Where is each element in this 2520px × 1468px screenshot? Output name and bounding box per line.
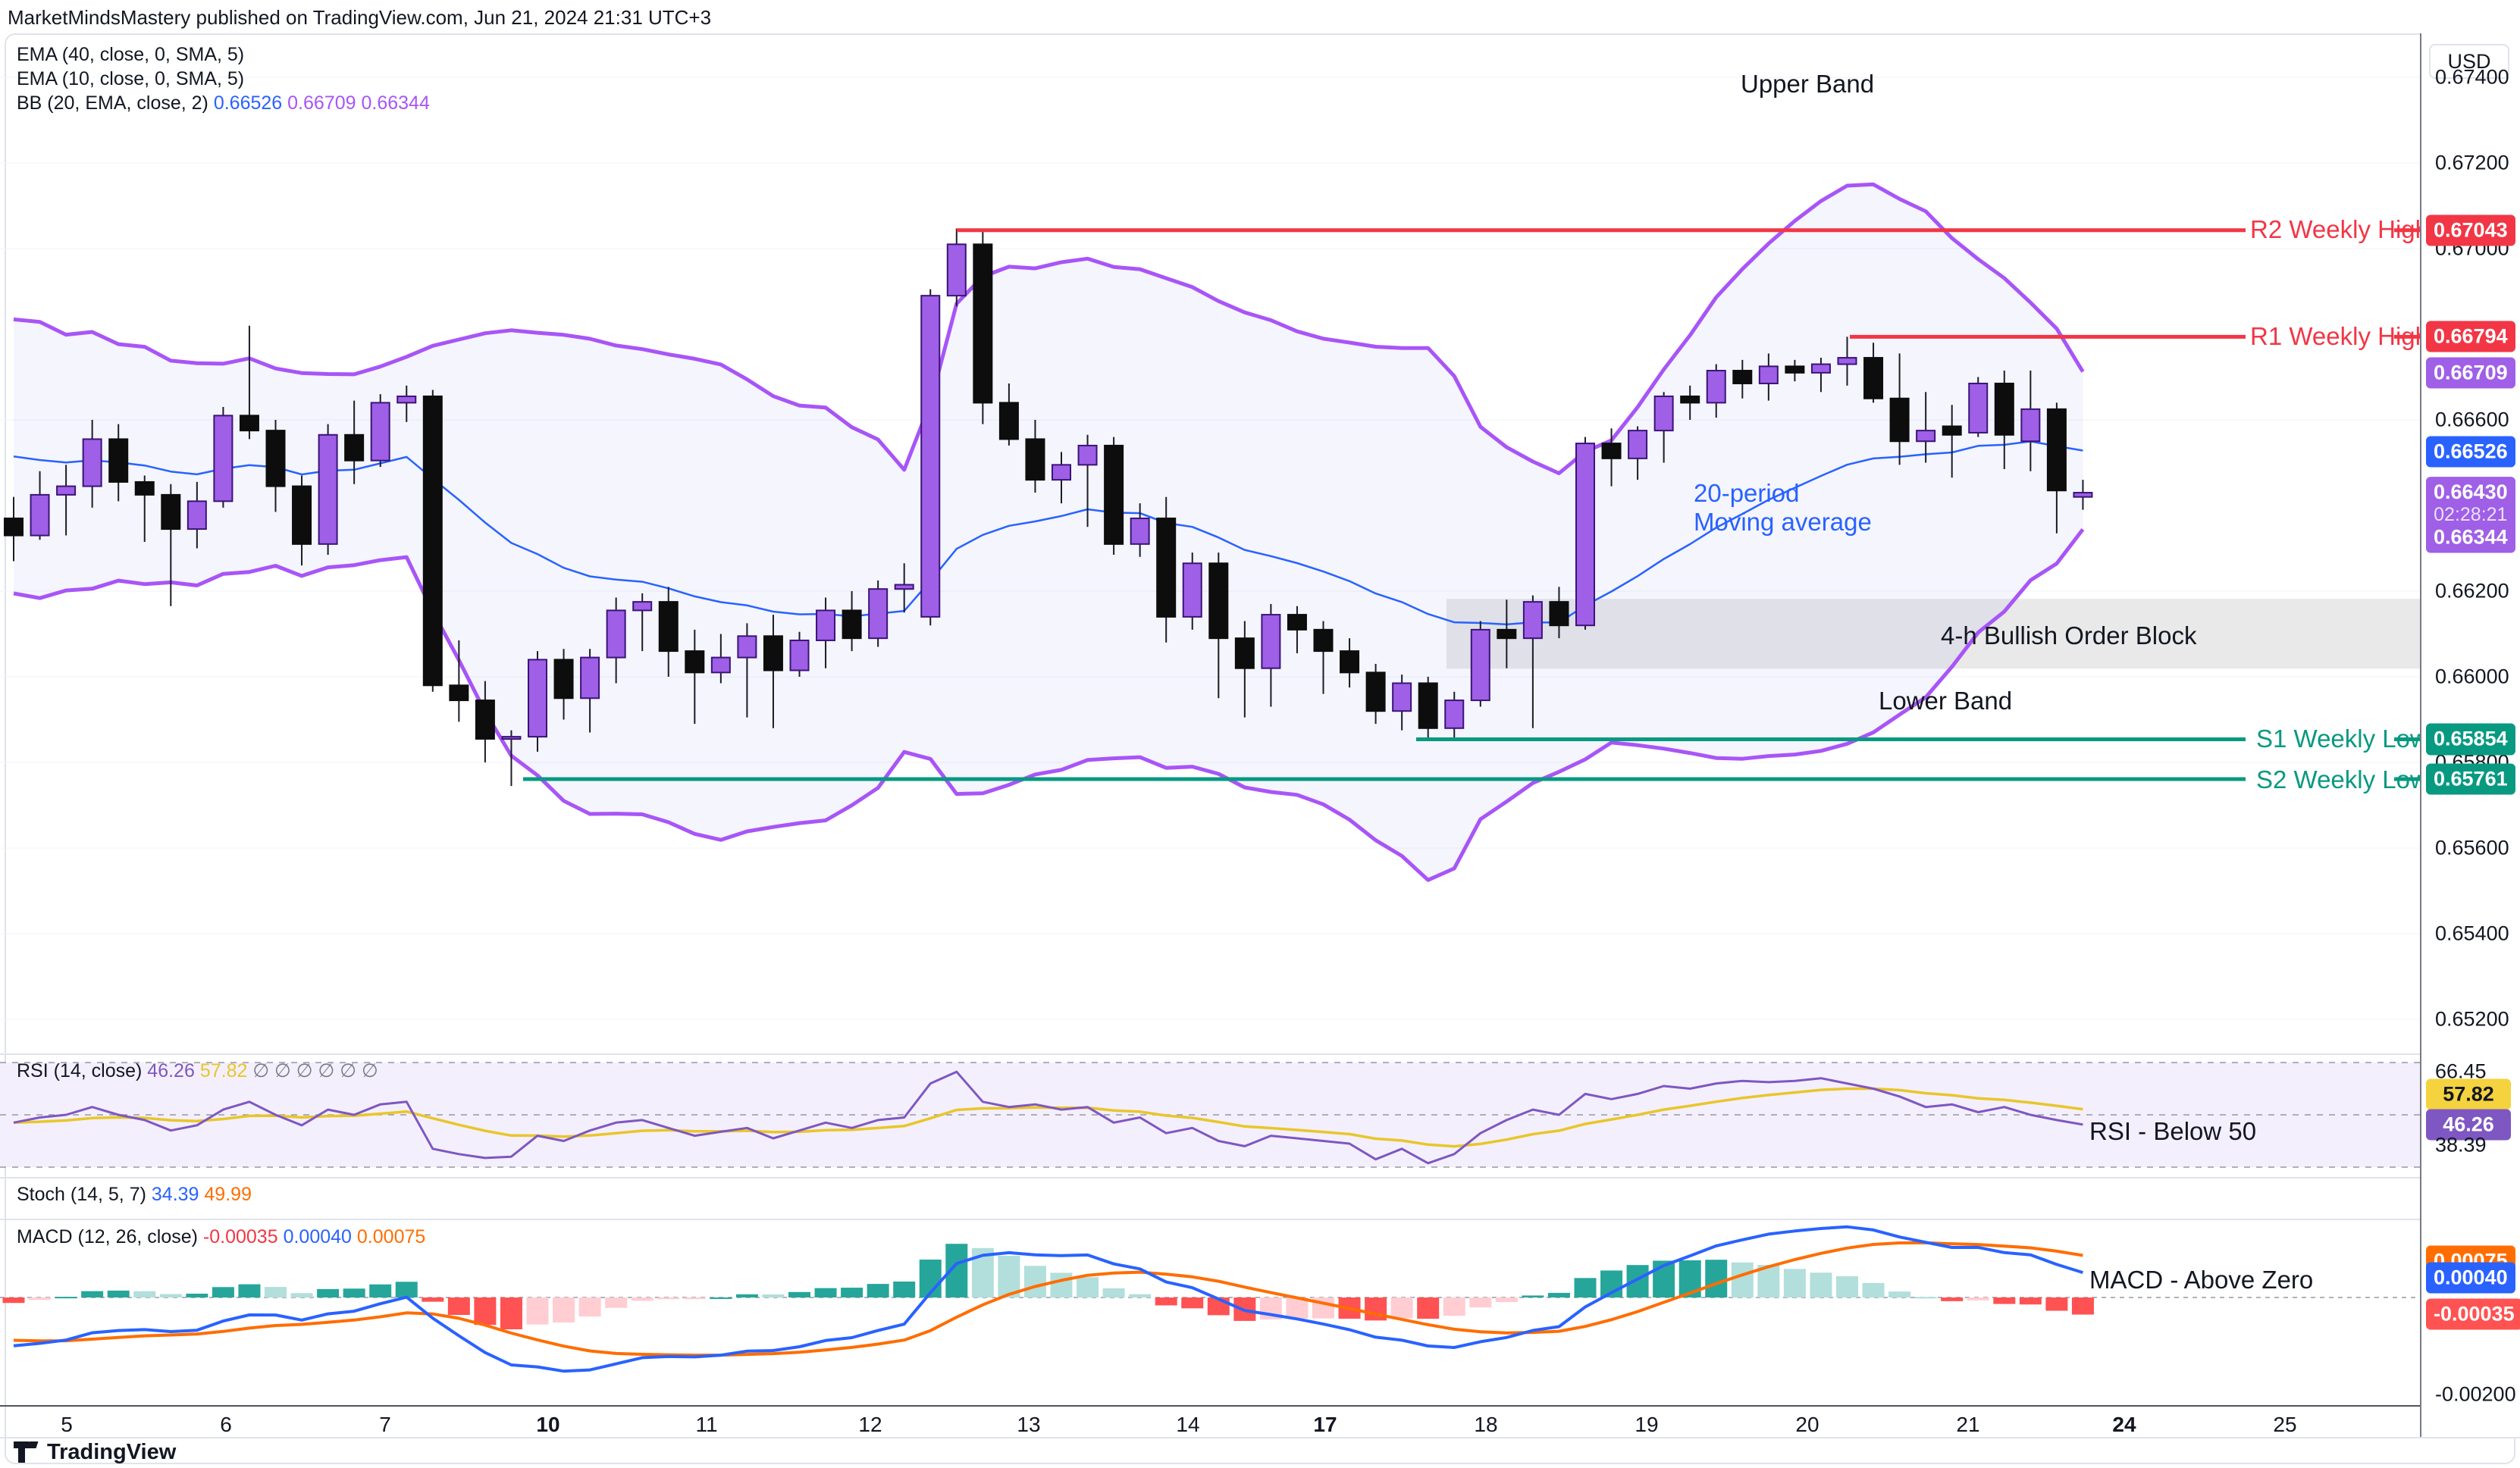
bb-lower-badge: 0.66344 (2426, 521, 2515, 553)
macd-tick: -0.00200 (2435, 1382, 2516, 1406)
publication-header: MarketMindsMastery published on TradingV… (8, 6, 712, 29)
time-label-7[interactable]: 7 (379, 1413, 391, 1436)
bb-lower-value: 0.66344 (361, 92, 430, 114)
stoch-d-value: 49.99 (204, 1184, 252, 1205)
stoch-k-value: 34.39 (151, 1184, 199, 1205)
rsi-value: 46.26 (147, 1060, 195, 1081)
rsi-ma-badge: 57.82 (2426, 1078, 2511, 1110)
time-label-21[interactable]: 21 (1956, 1413, 1980, 1436)
price-tick: 0.65400 (2435, 922, 2509, 945)
bb-label: BB (20, EMA, close, 2) (17, 92, 208, 114)
time-label-14[interactable]: 14 (1176, 1413, 1200, 1436)
time-label-13[interactable]: 13 (1017, 1413, 1041, 1436)
upper-band-label: Upper Band (1741, 70, 1875, 98)
s2-label: S2 Weekly Low (2256, 765, 2428, 793)
s1-label: S1 Weekly Low (2256, 725, 2428, 753)
order-block-label: 4-h Bullish Order Block (1941, 621, 2197, 649)
time-label-12[interactable]: 12 (858, 1413, 882, 1436)
stoch-legend[interactable]: Stoch (14, 5, 7) 34.39 49.99 (17, 1184, 252, 1206)
tradingview-brand[interactable]: TradingView (47, 1440, 177, 1464)
macd-note: MACD - Above Zero (2089, 1266, 2314, 1294)
time-label-25[interactable]: 25 (2273, 1413, 2297, 1436)
footer-divider (0, 1437, 2520, 1438)
time-label-24[interactable]: 24 (2112, 1413, 2136, 1436)
rsi-tick: 38.39 (2435, 1133, 2487, 1157)
legend-ema10[interactable]: EMA (10, close, 0, SMA, 5) (17, 68, 245, 89)
pane-divider[interactable] (0, 1219, 2520, 1220)
r2-price-badge: 0.67043 (2426, 214, 2515, 246)
time-label-20[interactable]: 20 (1795, 1413, 1819, 1436)
price-tick: 0.66600 (2435, 408, 2509, 431)
candlestick-chart[interactable] (0, 35, 2420, 1055)
time-axis[interactable]: 5 6 7 10 11 12 13 14 17 18 19 20 21 24 25 (0, 1405, 2420, 1437)
macd-line-badge: 0.00040 (2426, 1262, 2515, 1294)
rsi-note: RSI - Below 50 (2089, 1117, 2257, 1145)
time-label-19[interactable]: 19 (1635, 1413, 1659, 1436)
time-label-18[interactable]: 18 (1474, 1413, 1498, 1436)
time-axis-line (0, 1405, 2520, 1407)
bb-upper-value: 0.66709 (287, 92, 356, 114)
rsi-ma-value: 57.82 (199, 1060, 248, 1081)
currency-button[interactable]: USD (2429, 44, 2509, 79)
price-axis[interactable]: USD 0.67400 0.67200 0.67000 0.66600 0.66200 0… (2420, 33, 2520, 1437)
time-label-6[interactable]: 6 (220, 1413, 232, 1436)
time-label-10[interactable]: 10 (536, 1413, 560, 1436)
macd-legend[interactable]: MACD (12, 26, close) -0.00035 0.00040 0.… (17, 1226, 425, 1248)
time-label-5[interactable]: 5 (61, 1413, 73, 1436)
bb-upper-badge: 0.66709 (2426, 357, 2515, 389)
pane-divider[interactable] (0, 1053, 2520, 1055)
rsi-legend[interactable]: RSI (14, close) 46.26 57.82 ∅ ∅ ∅ ∅ ∅ ∅ (17, 1060, 378, 1082)
r1-label: R1 Weekly High (2250, 322, 2429, 350)
price-tick: 0.66000 (2435, 665, 2509, 688)
bb-basis-value: 0.66526 (213, 92, 283, 114)
pane-divider[interactable] (0, 1177, 2520, 1178)
rsi-hidden-plots: ∅ ∅ ∅ ∅ ∅ ∅ (252, 1060, 378, 1081)
rsi-pane[interactable] (0, 1055, 2420, 1177)
ma-label: 20-period Moving average (1694, 479, 1872, 536)
macd-pane[interactable] (0, 1220, 2420, 1405)
macd-hist-value: -0.00035 (202, 1226, 278, 1247)
r2-label: R2 Weekly High (2250, 215, 2429, 243)
macd-hist-badge: -0.00035 (2426, 1298, 2520, 1330)
macd-line-value: 0.00040 (283, 1226, 352, 1247)
macd-signal-value: 0.00075 (356, 1226, 426, 1247)
rsi-badge: 46.26 (2426, 1109, 2511, 1141)
time-label-11[interactable]: 11 (695, 1413, 718, 1436)
s2-price-badge: 0.65761 (2426, 763, 2515, 795)
price-tick: 0.67400 (2435, 65, 2509, 89)
macd-label: MACD (12, 26, close) (17, 1226, 198, 1247)
rsi-label: RSI (14, close) (17, 1060, 143, 1081)
price-tick: 0.66200 (2435, 579, 2509, 603)
time-label-17[interactable]: 17 (1313, 1413, 1337, 1436)
r1-price-badge: 0.66794 (2426, 321, 2515, 352)
tradingview-logo-icon[interactable] (14, 1441, 39, 1464)
price-tick: 0.65200 (2435, 1007, 2509, 1031)
footer: TradingView (14, 1440, 176, 1465)
stoch-label: Stoch (14, 5, 7) (17, 1184, 146, 1205)
legend-bb[interactable]: BB (20, EMA, close, 2) 0.66526 0.66709 0… (17, 92, 430, 114)
price-tick: 0.65600 (2435, 836, 2509, 859)
bb-basis-badge: 0.66526 (2426, 436, 2515, 468)
legend-ema40[interactable]: EMA (40, close, 0, SMA, 5) (17, 44, 245, 65)
price-tick: 0.67200 (2435, 151, 2509, 174)
lower-band-label: Lower Band (1879, 687, 2013, 715)
s1-price-badge: 0.65854 (2426, 723, 2515, 756)
